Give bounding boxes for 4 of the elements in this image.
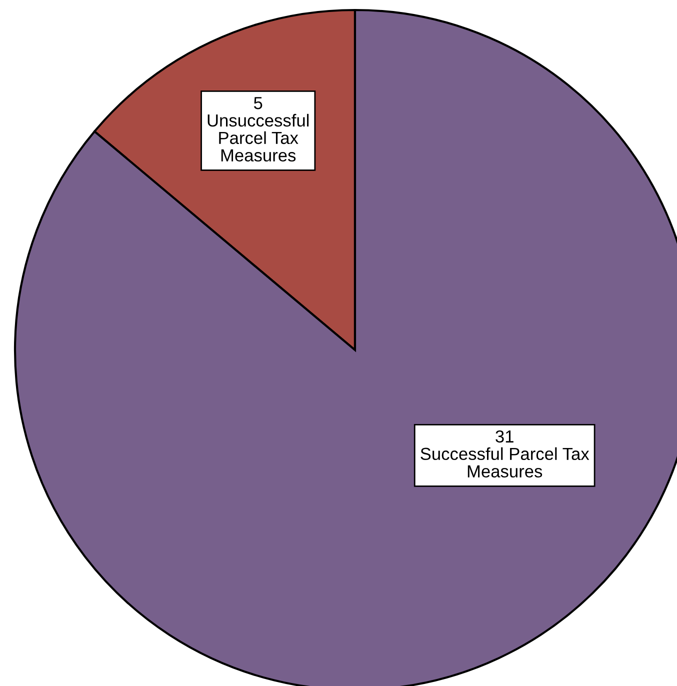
data-label: 5 <box>254 97 262 110</box>
slice-label: Successful Parcel Tax Measures <box>420 447 590 478</box>
slice-label: Unsuccessful Parcel Tax Measures <box>208 114 309 162</box>
data-label: 31 <box>496 430 514 443</box>
